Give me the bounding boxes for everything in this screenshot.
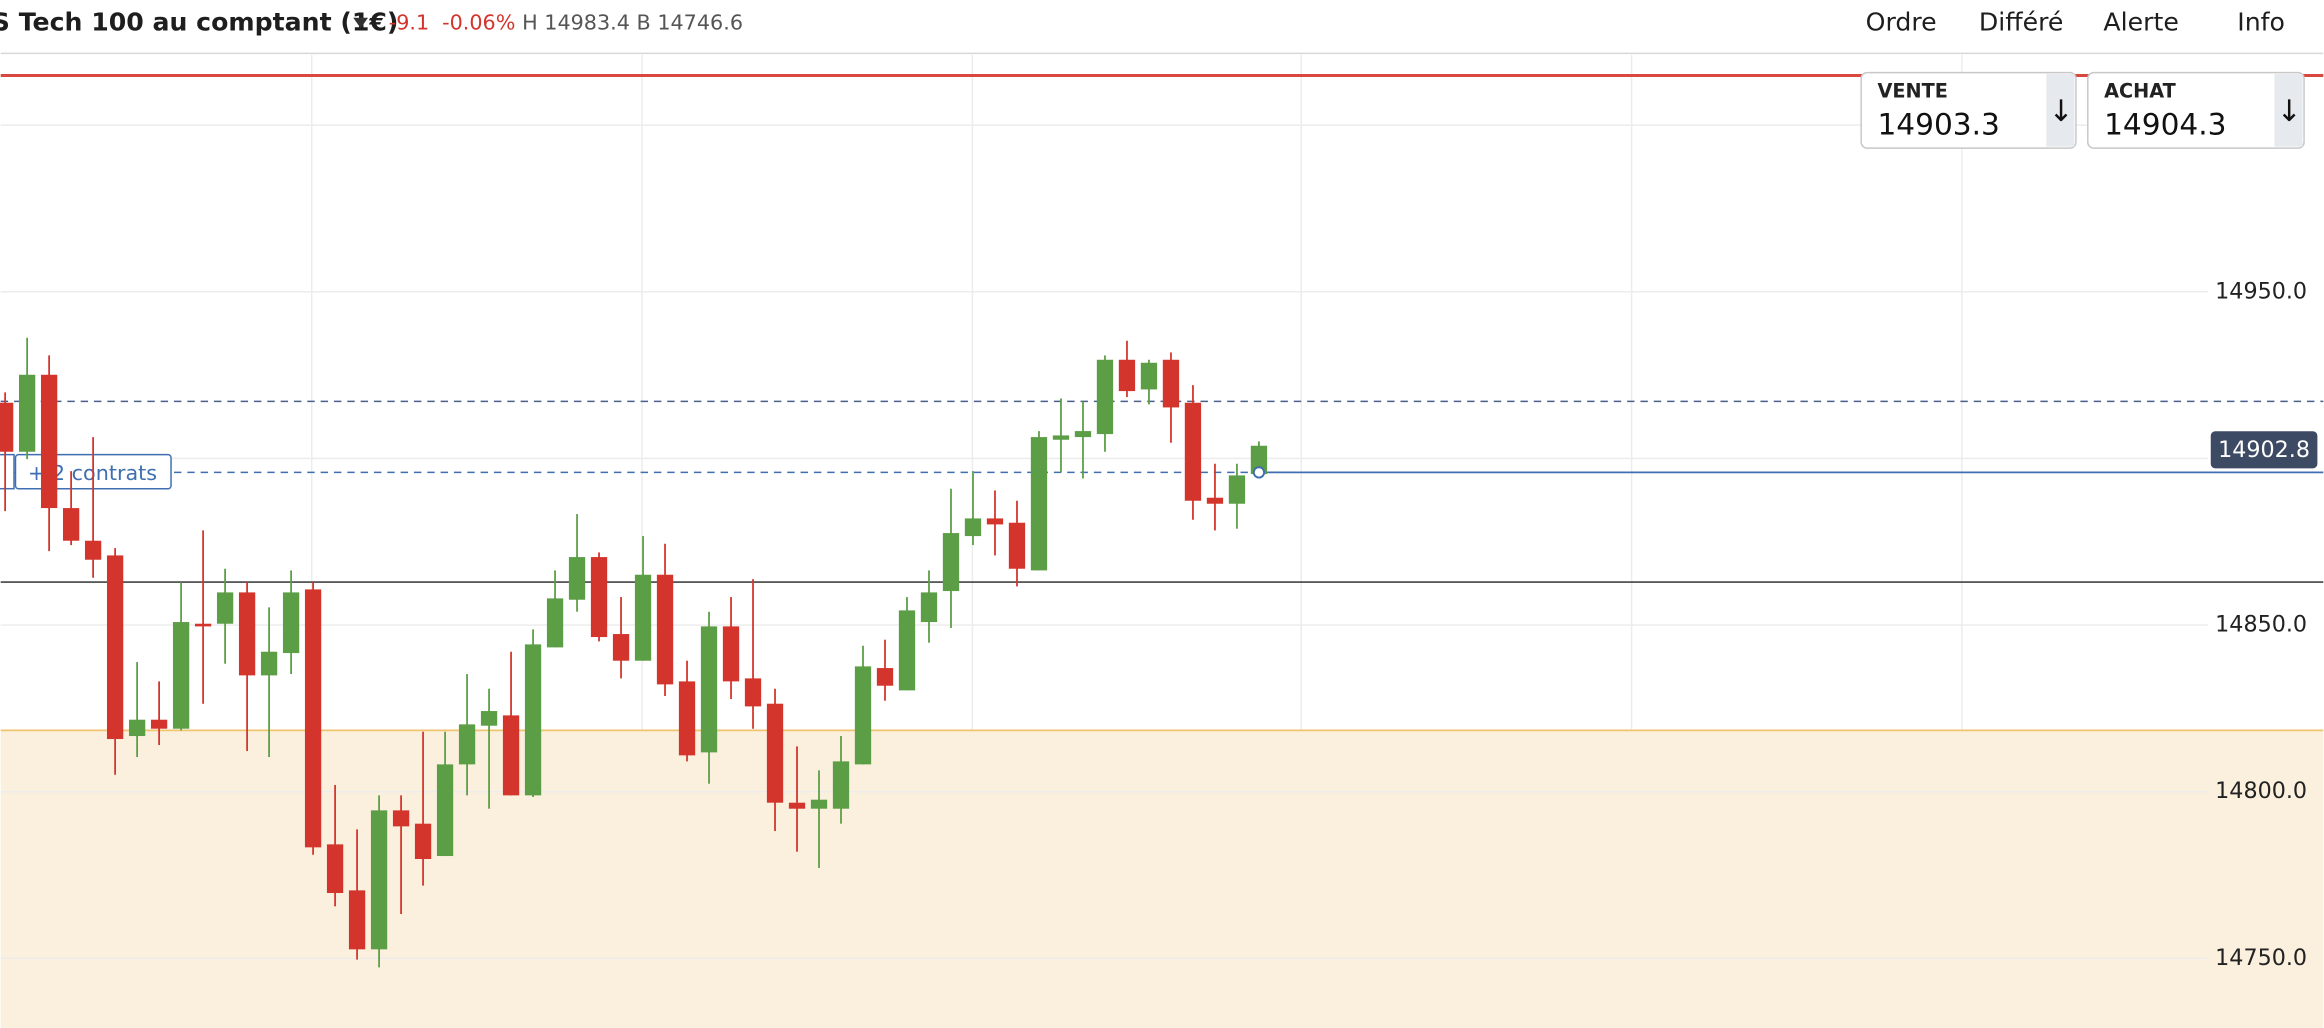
sell-box-frame[interactable] — [1860, 71, 2077, 149]
y-tick-label: 14800.0 — [2215, 778, 2307, 804]
candle-body — [634, 574, 652, 661]
change-pct: -0.06% — [442, 11, 515, 35]
candle-body — [1228, 475, 1246, 504]
zone — [0, 730, 2324, 1028]
candle-body — [986, 518, 1004, 525]
candle-body — [436, 764, 454, 857]
nav-deferred[interactable]: Différé — [1979, 8, 2064, 37]
candle-body — [854, 666, 872, 765]
buy-price: 14904.3 — [2104, 107, 2226, 141]
candle-body — [18, 374, 36, 452]
candle-body — [216, 592, 234, 624]
grid — [0, 54, 2324, 1028]
position-marker — [1252, 466, 1266, 479]
candle-body — [722, 626, 740, 682]
candle-body — [414, 823, 432, 860]
candle-body — [260, 651, 278, 676]
buy-arrow-bg[interactable] — [2274, 74, 2303, 147]
candle-body — [0, 402, 14, 452]
instrument-dropdown[interactable] — [353, 17, 369, 29]
candle-body — [1052, 435, 1070, 440]
instrument-title[interactable]: S Tech 100 au comptant (1€) — [0, 8, 398, 37]
candle-body — [920, 592, 938, 623]
candle-body — [282, 592, 300, 654]
candle-body — [898, 610, 916, 691]
header-bar — [0, 0, 2324, 54]
candle-body — [1206, 497, 1224, 504]
candle-body — [832, 761, 850, 809]
y-tick-label: 14850.0 — [2215, 612, 2307, 638]
candle-body — [106, 555, 124, 740]
change: -9.1 — [389, 11, 429, 35]
candle-body — [1184, 402, 1202, 501]
sell-label: VENTE — [1877, 79, 1947, 102]
candle-body — [458, 724, 476, 765]
sell-box[interactable]: ↓ VENTE 14903.3 — [1860, 71, 2077, 149]
sell-arrow-bg[interactable] — [2046, 74, 2075, 147]
candle-body — [326, 844, 344, 894]
sell-price: 14903.3 — [1877, 107, 1999, 141]
candle-body — [1096, 359, 1114, 435]
candle-body — [348, 890, 366, 950]
candle-body — [678, 681, 696, 756]
candle-body — [546, 598, 564, 648]
candle-body — [1118, 359, 1136, 392]
candle-body — [392, 810, 410, 827]
candle-body — [128, 719, 146, 737]
position-tag-edge — [0, 453, 15, 490]
plot: + 2 contrats14950.014850.014800.014750.0… — [0, 73, 2324, 971]
candle-body — [84, 540, 102, 560]
candle-body — [1162, 359, 1180, 408]
buy-box[interactable]: ↓ ACHAT 14904.3 — [2087, 71, 2305, 149]
candle-body — [40, 374, 58, 509]
last-price-label: 14902.8 — [2218, 437, 2310, 463]
candle-body — [744, 678, 762, 707]
candle-body — [480, 711, 498, 726]
y-tick-label: 14750.0 — [2215, 945, 2307, 971]
candle-body — [810, 799, 828, 809]
candle-body — [1140, 362, 1158, 390]
candle-body — [304, 589, 322, 848]
candle-body — [656, 574, 674, 685]
nav-order[interactable]: Ordre — [1866, 8, 1937, 37]
nav-alert[interactable]: Alerte — [2103, 8, 2178, 37]
candle-body — [766, 703, 784, 803]
candle-body — [238, 592, 256, 676]
candle-body — [612, 634, 630, 661]
high-low: H 14983.4 B 14746.6 — [522, 11, 743, 35]
y-tick-label: 14950.0 — [2215, 278, 2307, 304]
candle-body — [942, 533, 960, 592]
candle-body — [568, 557, 586, 600]
candle-body — [1250, 445, 1268, 475]
candle-body — [964, 518, 982, 537]
candle-body — [150, 719, 168, 729]
candle-body — [876, 668, 894, 686]
sell-arrow[interactable]: ↓ — [2049, 94, 2074, 128]
candle-body — [590, 557, 608, 638]
candle-body — [370, 810, 388, 950]
buy-arrow[interactable]: ↓ — [2277, 94, 2302, 128]
last-price-tag — [2210, 431, 2318, 469]
candle-body — [524, 644, 542, 796]
buy-box-frame[interactable] — [2087, 71, 2305, 149]
candle-body — [62, 508, 80, 541]
candle-body — [1030, 437, 1048, 571]
buy-label: ACHAT — [2104, 79, 2177, 102]
candle-body — [172, 622, 190, 729]
candle-body — [1008, 522, 1026, 569]
candle-body — [194, 623, 212, 627]
nav-info[interactable]: Info — [2237, 8, 2285, 37]
candle-body — [788, 802, 806, 809]
candle-body — [700, 626, 718, 753]
candle-body — [1074, 431, 1092, 438]
candle-body — [502, 715, 520, 796]
